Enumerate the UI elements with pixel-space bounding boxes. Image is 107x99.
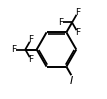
Text: F: F [58,18,63,27]
Text: I: I [70,76,73,86]
Text: F: F [11,45,16,54]
Text: F: F [28,55,33,64]
Text: F: F [75,28,80,37]
Text: F: F [75,8,80,17]
Text: F: F [28,35,33,44]
